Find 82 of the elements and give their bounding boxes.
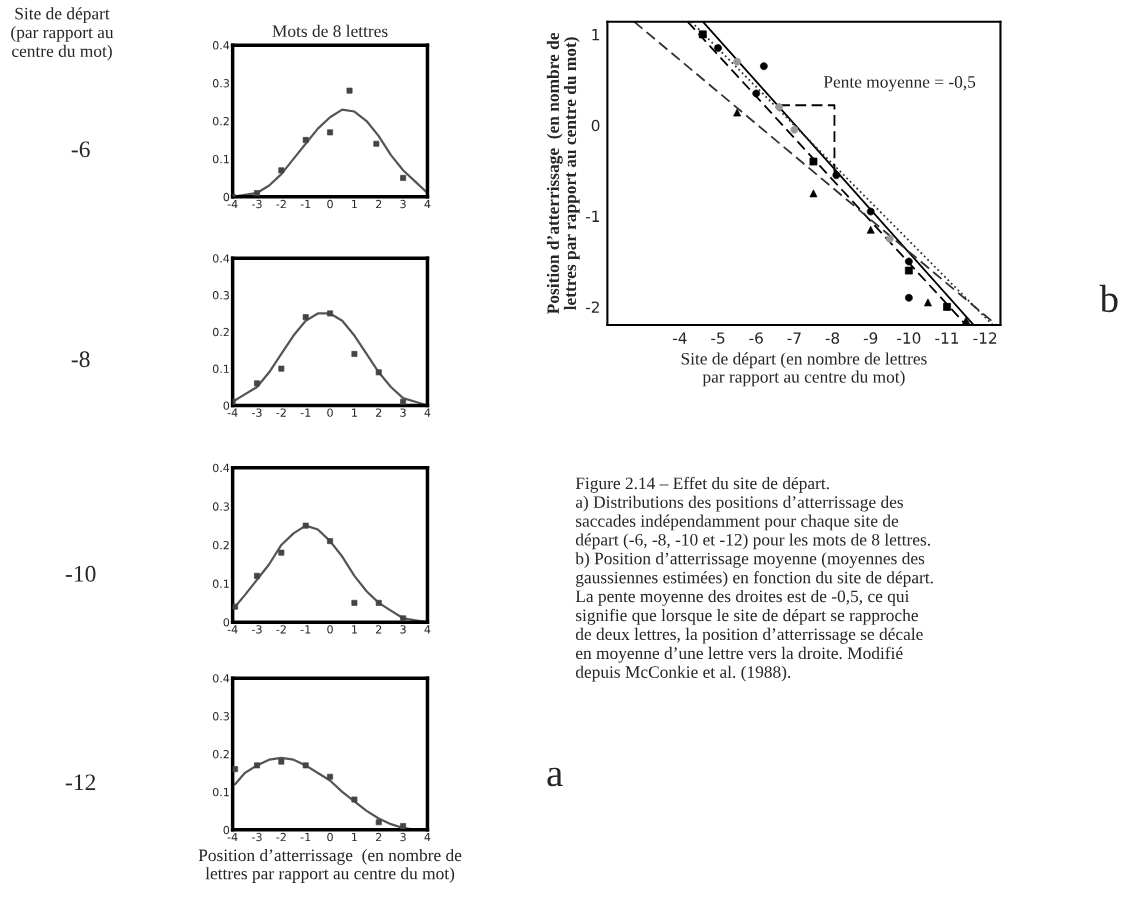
y-axis-title: -10 bbox=[65, 565, 96, 582]
x-tick-label: -5 bbox=[711, 332, 725, 344]
x-tick-label: -7 bbox=[787, 332, 801, 344]
x-tick-label: 3 bbox=[400, 832, 406, 842]
annotation: Pente moyenne = -0,5 bbox=[823, 76, 976, 92]
x-tick-label: 1 bbox=[352, 199, 357, 209]
x-tick-label: -4 bbox=[227, 625, 238, 634]
x-tick-label: -8 bbox=[825, 332, 840, 344]
x-tick-label: -1 bbox=[300, 408, 311, 417]
y-tick-label: 0.2 bbox=[212, 327, 229, 337]
x-tick-label: 1 bbox=[352, 625, 357, 634]
y-axis-title: -8 bbox=[71, 351, 90, 368]
x-tick-label: 4 bbox=[424, 625, 431, 634]
x-tick-label: 1 bbox=[352, 408, 357, 417]
y-axis-title: -12 bbox=[65, 774, 96, 791]
x-tick-label: 0 bbox=[327, 832, 333, 842]
x-tick-label: 2 bbox=[376, 625, 382, 634]
x-tick-label: -1 bbox=[300, 832, 311, 842]
x-tick-label: 3 bbox=[400, 625, 406, 634]
x-tick-label: -3 bbox=[251, 832, 262, 842]
x-tick-label: -6 bbox=[749, 332, 763, 344]
x-axis-title: Position d’atterrissage (en nombre de lettres par rapport au centre du mot) bbox=[198, 848, 462, 883]
x-tick-label: -4 bbox=[673, 332, 687, 344]
x-tick-label: -3 bbox=[251, 199, 262, 209]
y-tick-label: 0.4 bbox=[212, 254, 230, 263]
y-axis-title: -6 bbox=[71, 141, 90, 158]
y-tick-label: 0 bbox=[591, 119, 600, 132]
x-tick-label: 4 bbox=[424, 832, 431, 842]
x-tick-label: -4 bbox=[227, 199, 238, 209]
x-tick-label: -2 bbox=[276, 199, 286, 209]
x-tick-label: -12 bbox=[973, 332, 997, 344]
x-tick-label: 1 bbox=[352, 832, 357, 842]
x-tick-label: -2 bbox=[276, 832, 286, 842]
x-tick-label: -2 bbox=[276, 625, 286, 634]
y-axis-title: Position d’atterrissage (en nombre de lettres par rapport au centre du mot) bbox=[546, 32, 580, 314]
text: b bbox=[1099, 284, 1118, 313]
y-tick-label: 0.2 bbox=[212, 540, 229, 550]
text: a bbox=[547, 767, 563, 787]
y-tick-label: 0.1 bbox=[212, 579, 229, 588]
y-tick-label: -2 bbox=[585, 301, 599, 313]
y-tick-label: 0 bbox=[223, 401, 230, 410]
x-tick-label: 2 bbox=[376, 199, 382, 209]
y-tick-label: 1 bbox=[592, 29, 600, 41]
y-tick-label: 0.3 bbox=[212, 291, 229, 300]
x-tick-label: -10 bbox=[897, 332, 921, 344]
x-tick-label: -1 bbox=[300, 625, 311, 634]
text: Figure 2.14 – Effet du site de départ. a) Distributions des positions d’atterrissage des saccades indépendamment pour chaque site de départ (-6, -8, -10 et -12) pour les mots de 8 lettres. b) Position d’atterrissage moyenne (moyennes des gaussiennes estimées) en fonction du site de départ. La pente moyenne des droites est de -0,5, ce qui signifie que lorsque le site de départ se rapproche de deux lettres, la position d’atterrissage se décale en moyenne d’une lettre vers la droite. Modifié depuis McConkie et al. (1988). bbox=[575, 476, 933, 682]
x-tick-label: -4 bbox=[227, 832, 238, 842]
y-tick-label: 0 bbox=[223, 618, 230, 627]
y-tick-label: 0.3 bbox=[212, 502, 229, 511]
y-tick-label: -1 bbox=[585, 210, 600, 222]
y-tick-label: 0.1 bbox=[212, 787, 229, 797]
x-axis-title: Site de départ (en nombre de lettres par rapport au centre du mot) bbox=[681, 352, 927, 387]
x-tick-label: 2 bbox=[376, 832, 382, 842]
x-tick-label: -1 bbox=[300, 199, 311, 209]
y-tick-label: 0.2 bbox=[212, 116, 229, 126]
x-tick-label: -2 bbox=[276, 408, 286, 417]
x-tick-label: 0 bbox=[327, 408, 333, 417]
y-tick-label: 0.1 bbox=[212, 364, 229, 374]
x-tick-label: 2 bbox=[376, 408, 382, 417]
x-tick-label: -3 bbox=[251, 625, 262, 634]
y-tick-label: 0.2 bbox=[212, 749, 229, 759]
y-tick-label: 0.4 bbox=[212, 463, 230, 473]
y-tick-label: 0.1 bbox=[212, 154, 229, 164]
x-tick-label: 4 bbox=[424, 408, 431, 417]
x-tick-label: -3 bbox=[251, 408, 262, 417]
y-tick-label: 0.4 bbox=[212, 674, 230, 683]
x-tick-label: 4 bbox=[424, 199, 431, 209]
y-tick-label: 0 bbox=[223, 192, 230, 202]
x-tick-label: 3 bbox=[400, 199, 406, 209]
y-tick-label: 0 bbox=[223, 825, 230, 835]
chart-title: Mots de 8 lettres bbox=[272, 24, 388, 37]
x-tick-label: 3 bbox=[400, 408, 406, 417]
x-tick-label: -9 bbox=[863, 332, 878, 344]
y-tick-label: 0.3 bbox=[212, 712, 229, 721]
x-tick-label: 0 bbox=[327, 199, 333, 209]
x-tick-label: -4 bbox=[227, 408, 238, 417]
x-tick-label: -11 bbox=[935, 332, 959, 344]
text: Site de départ (par rapport au centre du mot) bbox=[11, 7, 114, 61]
y-tick-label: 0.4 bbox=[212, 41, 230, 50]
x-tick-label: 0 bbox=[327, 625, 333, 634]
y-tick-label: 0.3 bbox=[212, 79, 229, 88]
